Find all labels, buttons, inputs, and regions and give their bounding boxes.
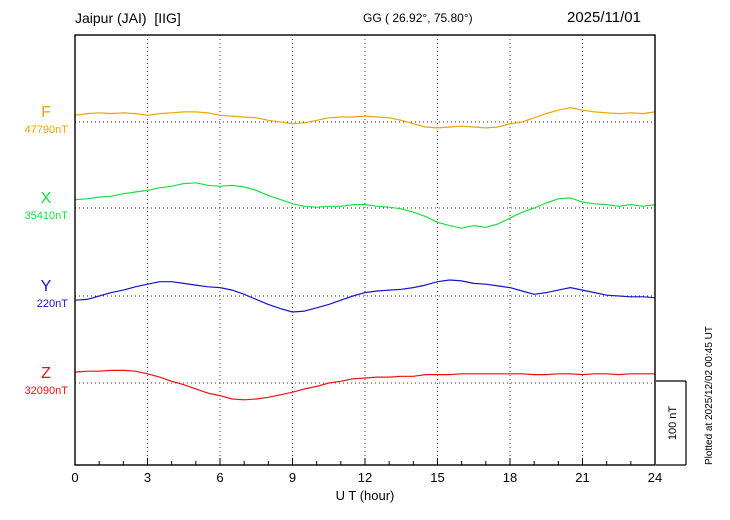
station-title: Jaipur (JAI) [IIG]: [75, 10, 181, 26]
x-tick-label: 6: [216, 470, 224, 485]
x-tick-label: 21: [575, 470, 590, 485]
plot-frame: [74, 34, 656, 466]
trace-X: [74, 182, 656, 229]
x-tick-label: 18: [502, 470, 518, 485]
series-label-X: X: [40, 190, 52, 207]
series-baseline-value-F: 47790nT: [24, 124, 68, 136]
x-tick-label: 12: [357, 470, 373, 485]
x-tick-label: 9: [288, 470, 297, 485]
x-tick-label: 3: [143, 470, 152, 485]
plot-date: 2025/11/01: [567, 9, 641, 26]
trace-Y: [74, 279, 656, 313]
geographic-coords: GG ( 26.92°, 75.80°): [363, 11, 473, 25]
series-label-Y: Y: [40, 278, 52, 295]
series-baseline-value-Z: 32090nT: [24, 385, 68, 397]
series-baseline-value-X: 35410nT: [24, 210, 68, 222]
series-label-Z: Z: [41, 365, 51, 382]
x-tick-label: 0: [71, 470, 79, 485]
x-tick-label: 15: [430, 470, 445, 485]
plotted-at-note: Plotted at 2025/12/02 00:45 UT: [704, 326, 715, 465]
trace-Z: [74, 369, 655, 401]
series-label-F: F: [41, 104, 51, 121]
scale-bar-label: 100 nT: [667, 405, 679, 441]
trace-F: [74, 107, 656, 129]
x-tick-label: 24: [647, 470, 663, 485]
series-baseline-value-Y: 220nT: [36, 298, 68, 310]
x-axis-label: U T (hour): [335, 488, 395, 503]
